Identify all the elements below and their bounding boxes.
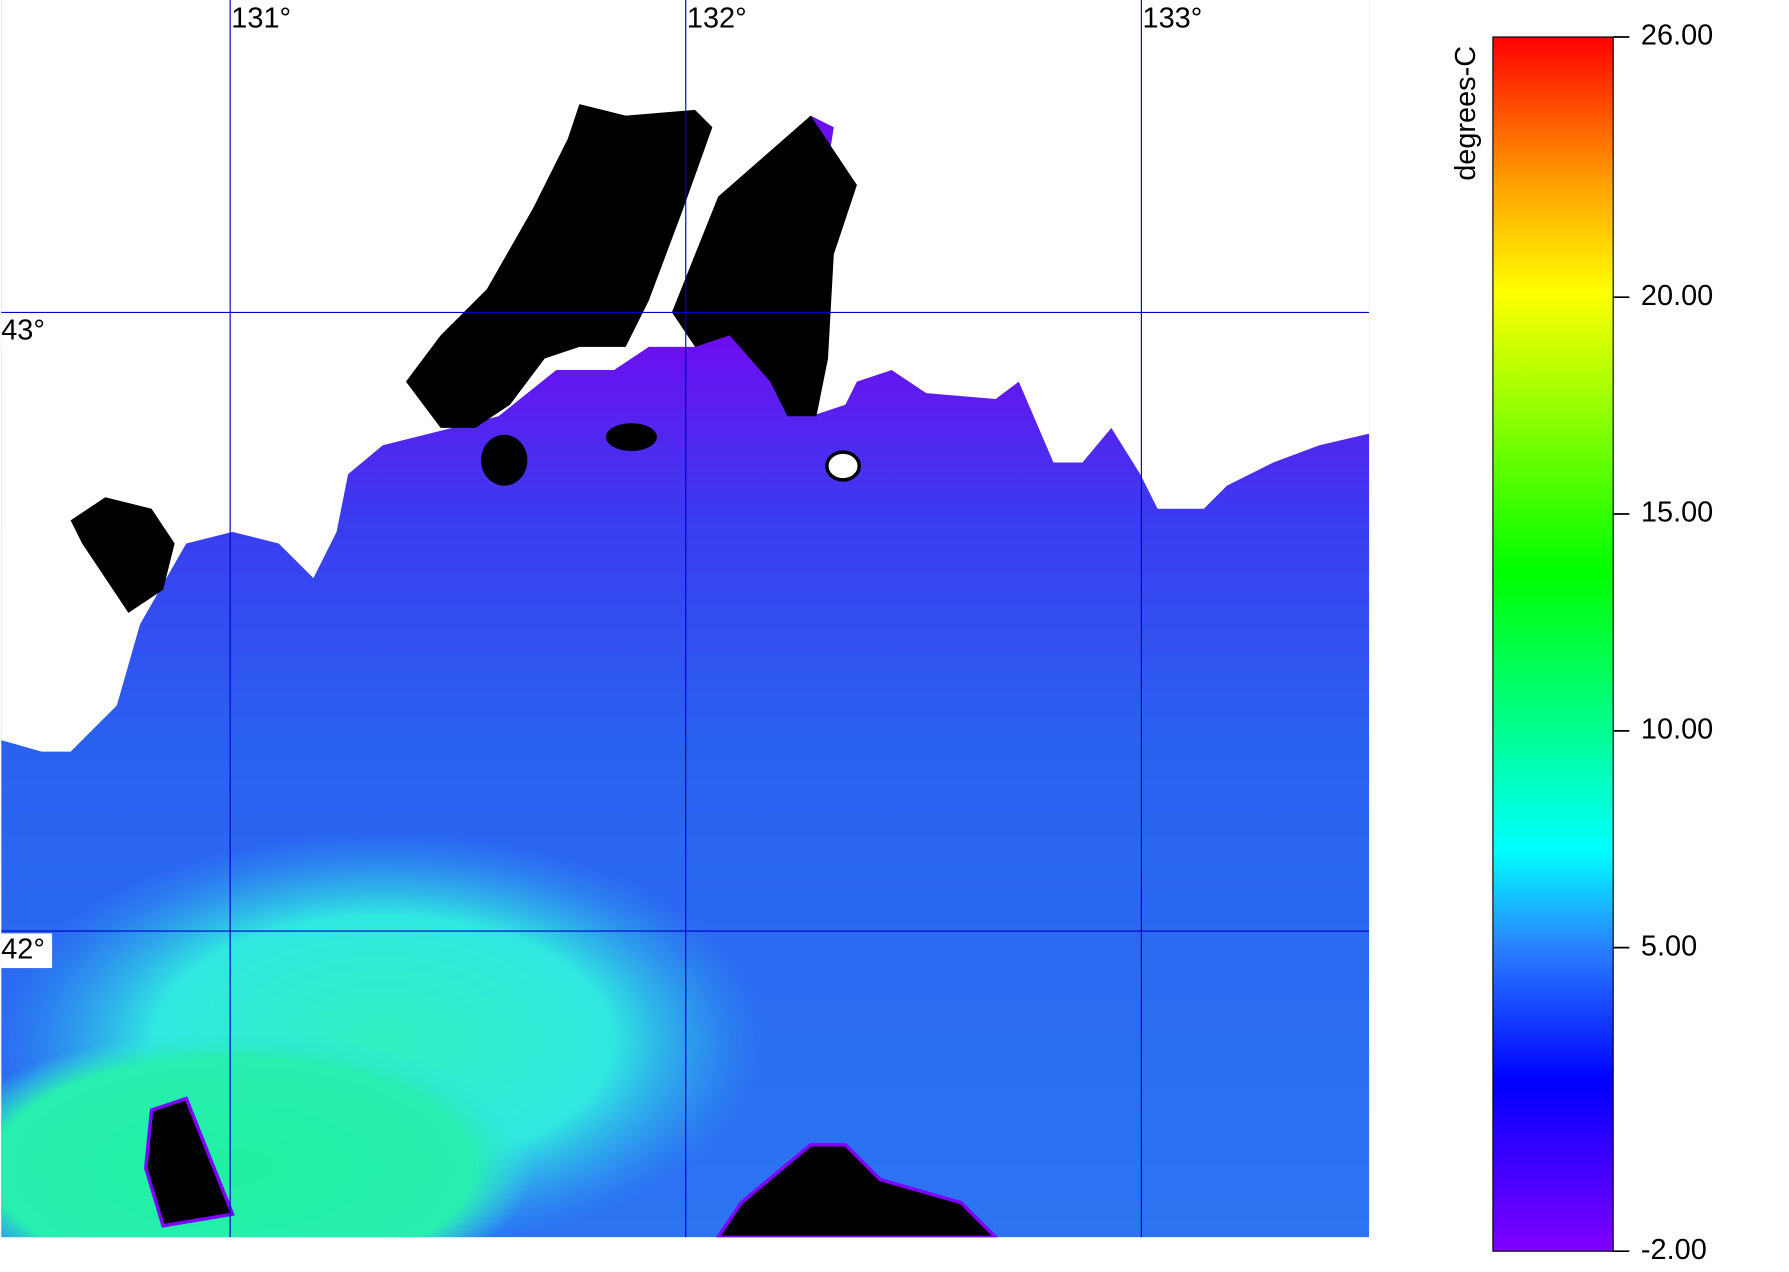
colorbar-tick-label: 20.00	[1641, 280, 1713, 312]
lat-label: 42°	[1, 933, 45, 965]
cloud	[716, 1143, 999, 1238]
graticule	[1, 0, 1370, 1238]
label-bg	[1, 314, 53, 350]
colorbar-tick-label: -2.00	[1641, 1234, 1707, 1266]
lat-label: 43°	[1, 315, 45, 347]
colorbar-tick-label: 10.00	[1641, 713, 1713, 745]
island	[481, 434, 528, 486]
colorbar-tick-label: 26.00	[1641, 20, 1713, 52]
colorbar-label: degrees-C	[1450, 46, 1482, 181]
graticule-labels: 131° 132° 133° 43° 42°	[1, 2, 1203, 969]
cloud	[143, 1096, 235, 1228]
colorbar-tick-label: 15.00	[1641, 497, 1713, 529]
colorbar-ticks: 26.00 20.00 15.00 10.00 5.00 -2.00	[1613, 20, 1713, 1266]
island	[605, 423, 657, 451]
lon-label: 131°	[231, 2, 291, 34]
lon-label: 133°	[1143, 2, 1203, 34]
land-dark	[405, 104, 713, 428]
land-dark	[70, 497, 175, 613]
lon-label: 132°	[687, 2, 747, 34]
colorbar	[1492, 36, 1614, 1252]
sst-image	[1, 0, 1370, 1238]
warm-core	[1, 1029, 534, 1238]
land-dark	[671, 115, 857, 417]
island	[825, 450, 861, 482]
land	[1, 0, 1370, 752]
label-bg	[1, 933, 53, 969]
colorbar-tick-label: 5.00	[1641, 930, 1697, 962]
